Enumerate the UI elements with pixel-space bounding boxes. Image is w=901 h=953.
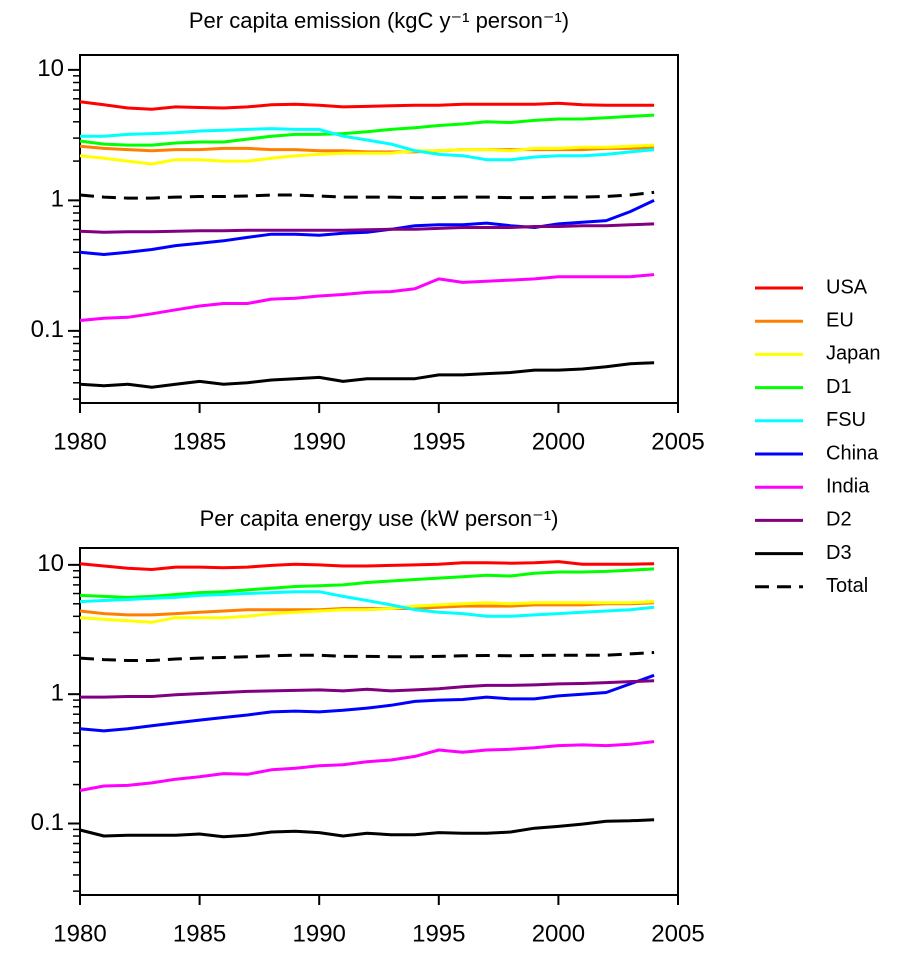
legend-label: India xyxy=(826,475,870,497)
x-tick-label: 1995 xyxy=(412,428,465,455)
series-line xyxy=(79,361,655,389)
series-line xyxy=(79,273,655,322)
x-tick-label: 2000 xyxy=(532,428,585,455)
series-line xyxy=(79,199,655,256)
y-tick-label: 10 xyxy=(37,550,64,577)
y-tick-label: 0.1 xyxy=(31,316,64,343)
x-tick-label: 1995 xyxy=(412,920,465,947)
legend-label: FSU xyxy=(826,409,866,431)
series-line xyxy=(79,740,655,792)
plot-frame xyxy=(79,547,679,896)
series-line xyxy=(79,100,655,111)
series-line xyxy=(79,567,655,599)
chart-title: Per capita energy use (kW person⁻¹) xyxy=(200,506,559,531)
series-line xyxy=(79,590,655,618)
y-tick-label: 0.1 xyxy=(31,809,64,836)
x-tick-label: 1980 xyxy=(53,920,106,947)
series-line xyxy=(80,679,655,699)
series-line xyxy=(79,673,655,733)
x-tick-label: 2005 xyxy=(651,428,704,455)
legend-label: D2 xyxy=(826,509,852,531)
x-tick-label: 2000 xyxy=(532,920,585,947)
x-tick-label: 1985 xyxy=(173,920,226,947)
series-line xyxy=(79,190,655,200)
x-tick-label: 1990 xyxy=(293,428,346,455)
legend-label: USA xyxy=(826,276,868,298)
series-line xyxy=(79,143,655,166)
x-tick-label: 1980 xyxy=(53,428,106,455)
legend-label: D1 xyxy=(826,376,852,398)
legend-label: EU xyxy=(826,309,854,331)
series-line xyxy=(80,127,655,162)
series-line xyxy=(79,818,655,839)
legend-label: Total xyxy=(826,575,868,597)
y-tick-label: 1 xyxy=(51,680,64,707)
series-line xyxy=(79,600,655,624)
y-tick-label: 1 xyxy=(51,186,64,213)
legend-label: D3 xyxy=(826,542,852,564)
series-line xyxy=(79,222,655,234)
y-tick-label: 10 xyxy=(37,55,64,82)
x-tick-label: 2005 xyxy=(651,920,704,947)
legend-label: Japan xyxy=(826,343,881,365)
series-line xyxy=(79,651,655,662)
x-tick-label: 1985 xyxy=(173,428,226,455)
legend-label: China xyxy=(826,442,879,464)
series-line xyxy=(79,113,655,147)
x-tick-label: 1990 xyxy=(293,920,346,947)
series-line xyxy=(79,560,655,571)
chart-title: Per capita emission (kgC y⁻¹ person⁻¹) xyxy=(189,8,569,33)
